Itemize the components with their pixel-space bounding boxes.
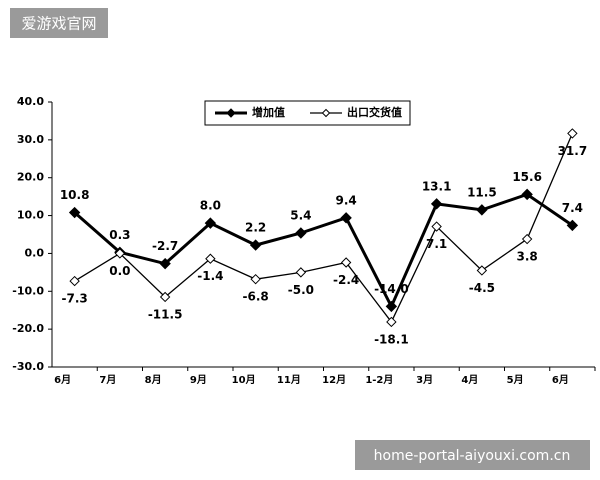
data-label: -6.8 (243, 290, 269, 304)
watermark-box (10, 8, 108, 38)
data-label: 31.7 (558, 144, 588, 158)
point (295, 227, 307, 239)
point (250, 273, 261, 285)
point (521, 188, 533, 201)
y-tick-label: 20.0 (17, 171, 44, 184)
data-label: -4.5 (469, 281, 495, 295)
x-tick-label: 11月 (277, 374, 301, 386)
series-line (74, 133, 573, 324)
x-tick-label: 8月 (145, 374, 162, 386)
point (68, 206, 81, 219)
y-tick-label: 0.0 (25, 246, 45, 259)
point (69, 275, 80, 287)
data-label: 2.2 (245, 221, 266, 235)
data-label: -5.0 (288, 283, 314, 297)
data-label: 5.4 (290, 208, 311, 222)
point (386, 316, 397, 328)
point (385, 300, 398, 313)
data-label: 7.4 (562, 201, 583, 215)
point (159, 257, 171, 270)
point (204, 217, 217, 229)
x-tick-label: 5月 (507, 374, 524, 386)
point (159, 291, 171, 303)
y-tick-label: 40.0 (17, 95, 44, 108)
legend-label: 出口交货值 (347, 105, 402, 119)
data-label: -18.1 (374, 332, 409, 346)
legend-marker (226, 108, 236, 118)
footer-watermark-box (355, 440, 590, 470)
x-tick-label: 10月 (232, 374, 256, 386)
point (430, 198, 443, 210)
data-label: -11.5 (148, 307, 183, 321)
point (114, 248, 126, 259)
data-label: -2.4 (333, 273, 359, 287)
data-label: 0.0 (109, 264, 130, 278)
x-tick-label: 9月 (190, 374, 207, 386)
point (249, 239, 262, 251)
y-tick-label: -30.0 (12, 360, 44, 373)
point (431, 221, 442, 232)
data-label: 11.5 (467, 185, 497, 199)
data-label: 7.1 (426, 237, 447, 251)
point (476, 265, 488, 276)
x-tick-label: 12月 (322, 374, 346, 386)
footer-watermark: home-portal-aiyouxi.com.cn (374, 448, 571, 464)
x-tick-label: 3月 (416, 374, 433, 386)
data-label: 10.8 (60, 188, 90, 202)
legend-label: 增加值 (252, 105, 285, 119)
data-label: 0.3 (109, 228, 130, 242)
watermark: 爱游戏官网 (21, 15, 96, 33)
y-tick-label: -20.0 (12, 322, 44, 335)
data-label: 15.6 (512, 170, 542, 184)
data-label: -2.7 (152, 239, 178, 253)
y-tick-label: -10.0 (12, 284, 44, 297)
data-label: -1.4 (197, 269, 223, 283)
series-line (73, 192, 574, 310)
y-tick-label: 30.0 (17, 133, 44, 146)
data-label: 13.1 (422, 179, 452, 193)
point (567, 128, 578, 139)
data-label: 8.0 (200, 199, 221, 213)
point (295, 267, 307, 278)
legend-marker (321, 108, 331, 118)
point (476, 204, 488, 216)
point (340, 212, 352, 224)
point (521, 233, 533, 245)
x-tick-label: 6月 (552, 374, 569, 386)
x-tick-label: 1-2月 (365, 374, 393, 386)
y-tick-label: 10.0 (17, 209, 44, 222)
data-label: -14.0 (374, 282, 409, 296)
data-label: -7.3 (62, 292, 88, 306)
x-tick-label: 4月 (461, 374, 478, 386)
data-label: 9.4 (335, 193, 356, 207)
x-tick-label: 7月 (99, 374, 116, 386)
point (340, 257, 352, 268)
x-tick-label: 6月 (54, 374, 71, 386)
data-label: 3.8 (516, 250, 537, 264)
point (205, 253, 216, 264)
point (566, 219, 579, 232)
